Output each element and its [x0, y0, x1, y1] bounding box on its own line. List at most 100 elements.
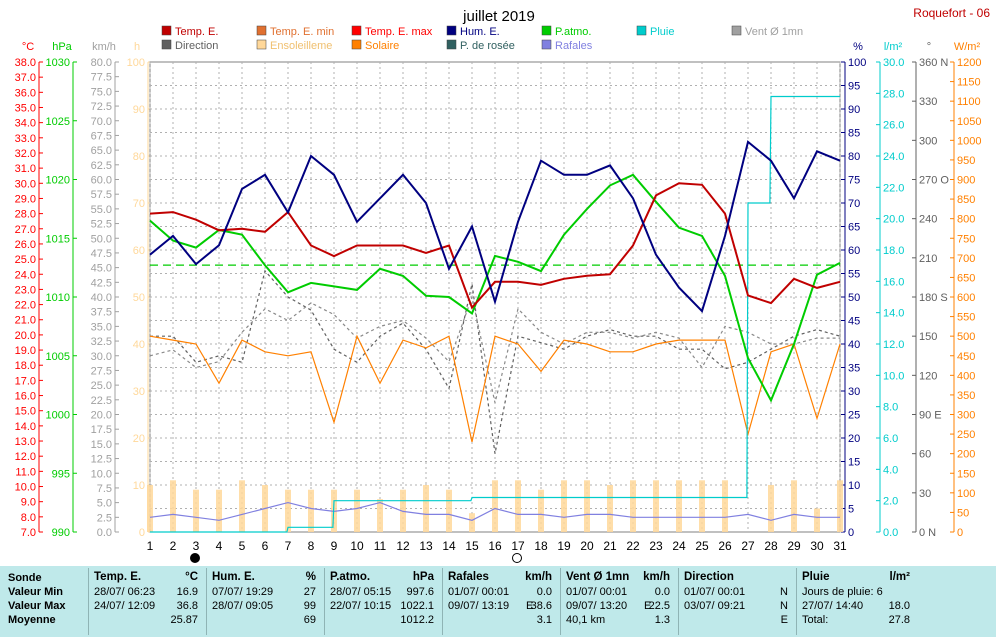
- solar-tick-label: 300: [957, 410, 975, 422]
- summary-row-labels: Sonde Valeur Min Valeur Max Moyenne: [0, 566, 86, 637]
- summary-panel: Sonde Valeur Min Valeur Max Moyenne Temp…: [0, 566, 996, 637]
- x-tick-label: 7: [285, 539, 292, 553]
- hum-tick-label: 95: [848, 81, 860, 93]
- solar-tick-label: 0: [957, 527, 963, 539]
- solar-tick-label: 450: [957, 351, 975, 363]
- gust-max: 38.6: [530, 600, 552, 612]
- rain-tick-label: 10.0: [883, 370, 904, 382]
- moon-new-icon: [190, 553, 200, 563]
- press-max: 1022.1: [400, 600, 434, 612]
- wind-tick-label: 2.5: [97, 512, 112, 524]
- hum-tick-label: 5: [848, 504, 854, 516]
- rain-tick-label: 18.0: [883, 245, 904, 257]
- legend-label: Temp. E.: [175, 26, 218, 38]
- legend-swatch: [351, 25, 362, 36]
- separator: [678, 568, 679, 635]
- sunshine-bar: [584, 480, 590, 532]
- dir-tick-label: 30: [919, 488, 931, 500]
- gust-avg: 3.1: [536, 614, 552, 626]
- sunshine-bar: [722, 480, 728, 532]
- temp-tick-label: 17.0: [15, 375, 36, 387]
- hum-avg: 69: [303, 614, 316, 626]
- temp-tick-label: 32.0: [15, 148, 36, 160]
- hum-max-date: 28/07/ 09:05: [212, 600, 274, 612]
- sunshine-bar: [193, 489, 199, 532]
- sun-tick-label: 80: [133, 151, 145, 163]
- temp-title: Temp. E.: [94, 571, 142, 583]
- solar-tick-label: 150: [957, 468, 975, 480]
- hum-tick-label: 65: [848, 222, 860, 234]
- wind-tick-label: 27.5: [91, 365, 112, 377]
- gust-title: Rafales: [448, 571, 489, 583]
- temp-tick-label: 16.0: [15, 391, 36, 403]
- sunshine-bar: [377, 499, 383, 532]
- summary-gust: Rafales km/h 01/07/ 00:01 0.0 09/07/ 13:…: [446, 566, 558, 637]
- x-tick-label: 21: [603, 539, 617, 553]
- legend-swatch: [161, 39, 172, 50]
- separator: [324, 568, 325, 635]
- x-tick-label: 18: [534, 539, 548, 553]
- sun-tick-label: 10: [133, 480, 145, 492]
- rain-tick-label: 26.0: [883, 120, 904, 132]
- dir-tick-label: 300: [919, 135, 937, 147]
- hum-tick-label: 45: [848, 316, 860, 328]
- x-tick-label: 13: [419, 539, 433, 553]
- rain-tick-label: 12.0: [883, 339, 904, 351]
- series-line-temp-e: [149, 182, 841, 310]
- sunshine-bar: [354, 489, 360, 532]
- wind-tick-label: 20.0: [91, 410, 112, 422]
- rain-total: 27.8: [888, 614, 910, 626]
- gust-unit: km/h: [525, 571, 552, 583]
- hum-tick-label: 75: [848, 175, 860, 187]
- solar-tick-label: 1100: [957, 96, 981, 108]
- series-line-vent-1mn: [149, 294, 840, 403]
- temp-tick-label: 29.0: [15, 193, 36, 205]
- weather-chart: juillet 2019 Roquefort - 06 Temp. E. Temp…: [15, 6, 990, 563]
- sun-tick-label: 40: [133, 339, 145, 351]
- press-tick-label: 1020: [46, 175, 70, 187]
- solar-tick-label: 200: [957, 449, 975, 461]
- dir-tick-label: 60: [919, 449, 931, 461]
- legend-swatch: [636, 25, 647, 36]
- temp-tick-label: 10.0: [15, 482, 36, 494]
- legend-swatch: [446, 25, 457, 36]
- hum-tick-label: 10: [848, 480, 860, 492]
- legend-label: P.atmo.: [555, 26, 592, 38]
- x-tick-label: 19: [557, 539, 571, 553]
- solar-tick-label: 850: [957, 194, 975, 206]
- wind-tick-label: 42.5: [91, 277, 112, 289]
- temp-tick-label: 31.0: [15, 163, 36, 175]
- wind-tick-label: 62.5: [91, 160, 112, 172]
- sunshine-bar: [676, 480, 682, 532]
- wind-tick-label: 40.0: [91, 292, 112, 304]
- sunshine-bar: [699, 480, 705, 532]
- temp-tick-label: 13.0: [15, 436, 36, 448]
- row-label-min: Valeur Min: [8, 586, 64, 598]
- sunshine-bar: [561, 480, 567, 532]
- solar-tick-label: 1050: [957, 116, 981, 128]
- solar-tick-label: 1200: [957, 57, 981, 69]
- sunshine-bar: [285, 489, 291, 532]
- wind-tick-label: 47.5: [91, 248, 112, 260]
- wind-tick-label: 70.0: [91, 116, 112, 128]
- sunshine-bar: [239, 480, 245, 532]
- press-tick-label: 995: [52, 468, 70, 480]
- temp-tick-label: 37.0: [15, 72, 36, 84]
- x-tick-label: 17: [511, 539, 525, 553]
- hum-tick-label: 80: [848, 151, 860, 163]
- legend-label: Direction: [175, 40, 218, 52]
- press-axis-title: hPa: [52, 41, 72, 53]
- gust-min-date: 01/07/ 00:01: [448, 586, 510, 598]
- legend-label: Temp. E. min: [270, 26, 334, 38]
- wind-tick-label: 80.0: [91, 57, 112, 69]
- dir-tick-label: 240: [919, 214, 937, 226]
- hum-tick-label: 55: [848, 269, 860, 281]
- solar-tick-label: 900: [957, 175, 975, 187]
- temp-tick-label: 35.0: [15, 102, 36, 114]
- sun-tick-label: 20: [133, 433, 145, 445]
- hum-tick-label: 60: [848, 245, 860, 257]
- temp-tick-label: 27.0: [15, 224, 36, 236]
- row-label-avg: Moyenne: [8, 614, 56, 626]
- temp-max: 36.8: [176, 600, 198, 612]
- sunshine-bar: [837, 480, 843, 532]
